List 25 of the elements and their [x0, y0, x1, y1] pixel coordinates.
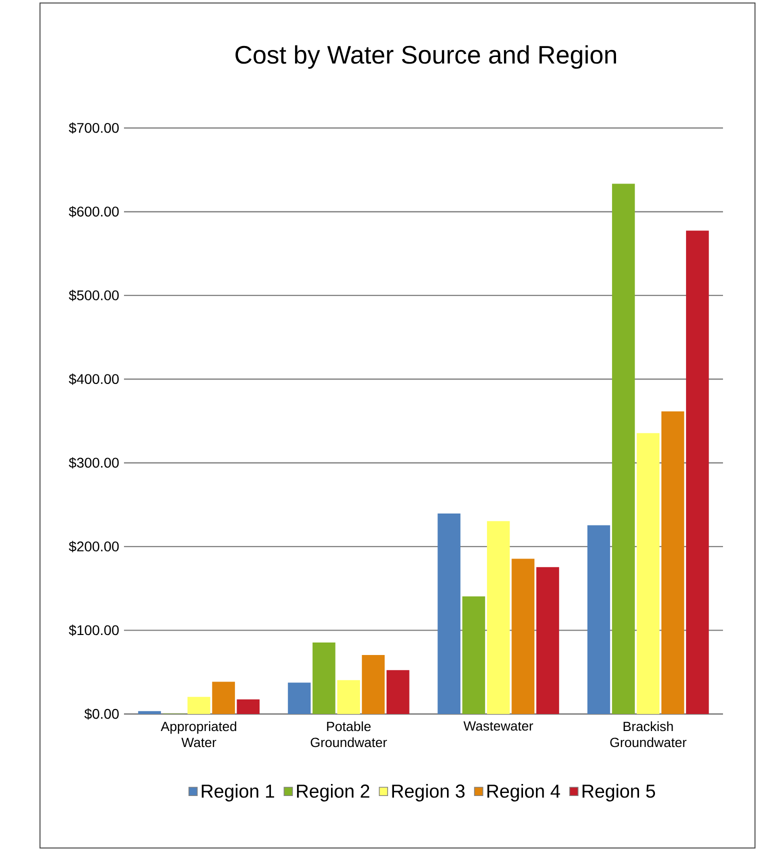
y-tick-label: $200.00 — [68, 540, 119, 552]
legend-label: Region 2 — [297, 784, 370, 802]
y-tick-label: $300.00 — [68, 457, 119, 469]
legend-label: Region 4 — [487, 784, 560, 802]
bar — [636, 433, 660, 714]
y-tick-label: $400.00 — [68, 374, 119, 385]
y-tick-label: $0.00 — [84, 708, 119, 720]
x-tick-label: Brackish Groundwater — [610, 721, 686, 748]
y-tick-label: $600.00 — [68, 206, 119, 218]
chart-title: Cost by Water Source and Region — [236, 45, 616, 69]
x-tick-label: Potable Groundwater — [310, 721, 387, 748]
y-tick-label: $100.00 — [68, 624, 119, 636]
bar — [312, 642, 336, 714]
x-tick-label: Appropriated Water — [160, 721, 236, 748]
bar — [612, 184, 635, 714]
legend-label: Region 1 — [202, 784, 274, 802]
y-tick-label: $500.00 — [68, 290, 119, 302]
legend-label: Region 5 — [582, 784, 656, 802]
bar — [486, 521, 510, 714]
x-tick-label: Wastewater — [463, 721, 534, 731]
bar — [187, 696, 210, 714]
bar — [337, 680, 360, 714]
legend-label: Region 3 — [392, 784, 465, 802]
bar — [462, 596, 486, 714]
y-tick-label: $700.00 — [68, 122, 119, 134]
